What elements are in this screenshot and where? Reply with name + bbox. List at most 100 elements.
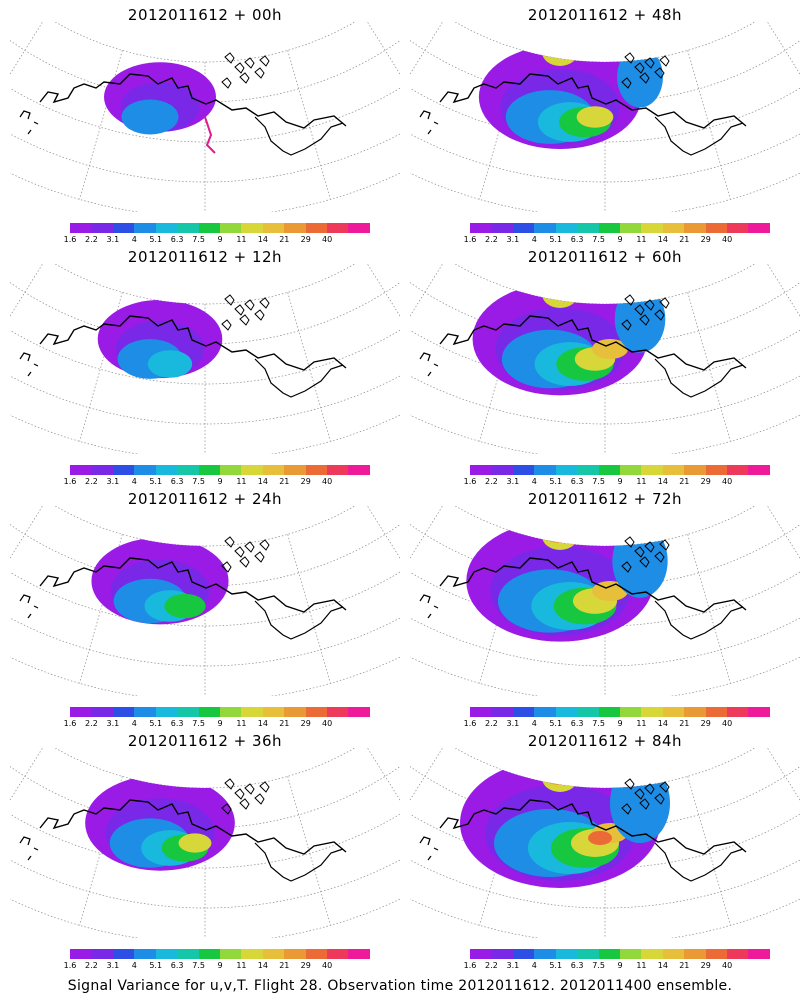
polar-map: [10, 22, 400, 212]
coastline: [439, 315, 747, 371]
colorbar-swatch: [134, 707, 156, 717]
island-outline: [234, 788, 245, 800]
island-outline: [234, 62, 245, 74]
coastline: [254, 358, 344, 398]
colorbar-tick-label: 40: [322, 477, 333, 486]
island-outline: [624, 536, 635, 548]
coastline: [19, 352, 39, 377]
island-outline: [644, 299, 655, 311]
colorbar-swatch: [577, 465, 599, 475]
coastline: [19, 836, 39, 861]
longitude-gridline: [367, 264, 400, 317]
longitude-gridline: [287, 292, 331, 442]
island-outline: [224, 52, 235, 64]
latitude-gridline: [454, 264, 756, 305]
variance-level-9: [542, 38, 578, 66]
variance-level-9: [542, 764, 578, 792]
colorbar-tick-label: 21: [679, 719, 690, 728]
colorbar-ticks: 1.6 2.2 3.1 4 5.1 6.3 7.5 9 11 14 21 29 40: [64, 235, 370, 245]
colorbar-swatch: [198, 465, 220, 475]
forecast-panel: 2012011612 + 24h 1.6 2.2 3.1 4 5.1 6.3 7.5 9 11 14…: [10, 486, 400, 729]
colorbar-swatch: [748, 223, 770, 233]
longitude-gridline: [79, 50, 123, 200]
colorbar-swatch: [198, 949, 220, 959]
colorbar: [70, 707, 370, 717]
colorbar-swatch: [705, 707, 728, 717]
longitude-gridline: [687, 534, 731, 684]
variance-level-7: [164, 593, 206, 619]
island-outline: [259, 539, 270, 551]
colorbar-tick-label: 1.6: [63, 961, 77, 970]
colorbar-swatch: [684, 707, 706, 717]
island-outline: [221, 77, 232, 89]
variance-level-4: [121, 99, 179, 135]
colorbar-swatch: [91, 223, 113, 233]
colorbar-tick-label: 21: [279, 961, 290, 970]
colorbar-swatch: [327, 223, 349, 233]
colorbar-swatch: [155, 707, 178, 717]
colorbar-tick-label: 29: [300, 719, 311, 728]
colorbar-swatch: [219, 707, 242, 717]
colorbar-tick-label: 5.1: [149, 719, 163, 728]
colorbar-swatch: [70, 465, 92, 475]
colorbar-tick-label: 4: [131, 477, 137, 486]
colorbar-swatch: [177, 707, 199, 717]
colorbar-swatch: [641, 465, 663, 475]
colorbar-swatch: [262, 949, 285, 959]
colorbar-swatch: [491, 223, 513, 233]
polar-map: [10, 748, 400, 938]
longitude-gridline: [767, 748, 800, 801]
colorbar-tick-label: 29: [300, 235, 311, 244]
colorbar-tick-label: 4: [531, 719, 537, 728]
island-outline: [654, 309, 665, 321]
polar-map: [410, 264, 800, 454]
colorbar-swatch: [748, 949, 770, 959]
colorbar-swatch: [619, 465, 642, 475]
colorbar-tick-label: 7.5: [192, 235, 205, 244]
longitude-gridline: [10, 22, 43, 75]
colorbar-swatch: [470, 949, 492, 959]
colorbar-swatch: [662, 949, 685, 959]
colorbar-tick-label: 11: [236, 235, 247, 244]
colorbar-ticks: 1.6 2.2 3.1 4 5.1 6.3 7.5 9 11 14 21 29 40: [64, 719, 370, 729]
colorbar-tick-label: 2.2: [85, 477, 98, 486]
colorbar: [70, 223, 370, 233]
colorbar-tick-label: 6.3: [570, 961, 584, 970]
colorbar-tick-label: 4: [131, 235, 137, 244]
colorbar-tick-label: 9: [617, 961, 623, 970]
colorbar-tick-label: 2.2: [485, 477, 498, 486]
colorbar-swatch: [284, 223, 306, 233]
colorbar-swatch: [284, 707, 306, 717]
longitude-gridline: [410, 264, 443, 317]
variance-level-11: [540, 761, 580, 785]
colorbar: [470, 949, 770, 959]
colorbar-swatch: [727, 707, 749, 717]
colorbar-swatch: [262, 707, 285, 717]
colorbar-tick-label: 1.6: [463, 719, 477, 728]
coastline: [419, 836, 439, 861]
colorbar-tick-label: 21: [279, 477, 290, 486]
colorbar-swatch: [177, 465, 199, 475]
variance-level-12: [588, 831, 612, 845]
colorbar-swatch: [727, 465, 749, 475]
colorbar-swatch: [91, 465, 113, 475]
coastline: [439, 799, 747, 855]
island-outline: [239, 798, 250, 810]
colorbar-swatch: [91, 949, 113, 959]
colorbar-swatch: [470, 465, 492, 475]
colorbar-swatch: [555, 465, 578, 475]
longitude-gridline: [287, 534, 331, 684]
island-outline: [624, 52, 635, 64]
panel-title: 2012011612 + 72h: [527, 490, 683, 508]
colorbar-tick-label: 21: [679, 961, 690, 970]
longitude-gridline: [767, 22, 800, 75]
colorbar-swatch: [555, 949, 578, 959]
island-outline: [621, 561, 632, 573]
coastline: [654, 600, 744, 640]
colorbar-swatch: [705, 949, 728, 959]
colorbar-tick-label: 1.6: [463, 235, 477, 244]
colorbar-tick-label: 7.5: [592, 235, 605, 244]
colorbar-tick-label: 29: [700, 719, 711, 728]
variance-field: [91, 537, 229, 625]
colorbar-swatch: [327, 465, 349, 475]
